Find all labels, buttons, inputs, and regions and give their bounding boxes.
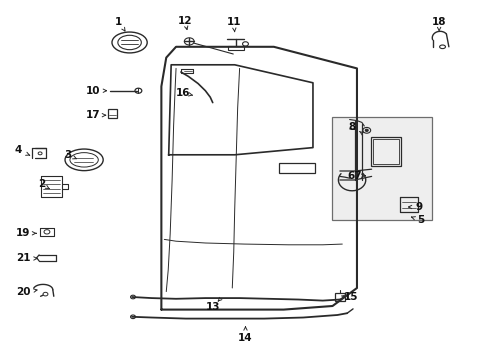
Text: 9: 9 [415, 202, 422, 212]
Bar [334, 293, 344, 301]
Text: 10: 10 [85, 86, 100, 96]
Text: 15: 15 [343, 292, 358, 302]
Bar [107, 109, 117, 118]
Bar [370, 137, 400, 166]
Text: 5: 5 [416, 215, 423, 225]
Text: 14: 14 [238, 333, 252, 343]
Text: 2: 2 [38, 179, 45, 189]
Text: 67: 67 [347, 171, 362, 181]
Text: 18: 18 [431, 17, 446, 27]
Text: 21: 21 [16, 253, 31, 264]
Text: 11: 11 [226, 17, 241, 27]
Text: 17: 17 [85, 110, 100, 120]
Text: 19: 19 [16, 228, 31, 238]
Ellipse shape [365, 129, 367, 131]
Text: 8: 8 [348, 122, 355, 132]
Text: 4: 4 [15, 145, 22, 156]
Bar [227, 46, 243, 50]
Text: 20: 20 [16, 287, 31, 297]
Text: 16: 16 [175, 88, 190, 98]
Text: 1: 1 [115, 17, 122, 27]
Text: 3: 3 [64, 150, 71, 160]
Text: 13: 13 [205, 302, 220, 312]
Bar [372, 139, 398, 164]
Text: 12: 12 [177, 16, 192, 26]
Bar [331, 117, 431, 220]
Bar [278, 163, 315, 173]
